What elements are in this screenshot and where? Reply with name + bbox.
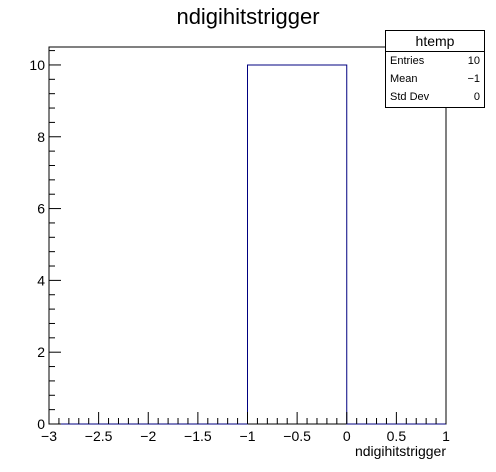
x-tick-label: −2	[140, 428, 156, 444]
y-tick-label: 6	[37, 201, 45, 217]
stats-value: 0	[473, 91, 480, 103]
x-tick-label: −3	[41, 428, 57, 444]
stats-row-entries: Entries 10	[386, 52, 484, 70]
stats-row-stddev: Std Dev 0	[386, 88, 484, 106]
histogram-outline	[49, 64, 446, 425]
stats-title: htemp	[386, 31, 484, 52]
x-axis-label: ndigihitstrigger	[355, 443, 446, 459]
stats-value: 10	[467, 55, 480, 67]
stats-row-mean: Mean −1	[386, 70, 484, 88]
y-tick-label: 8	[37, 129, 45, 145]
x-tick-label: 0.5	[387, 428, 407, 444]
stats-key: Mean	[390, 73, 418, 85]
chart-title: ndigihitstrigger	[176, 4, 320, 29]
x-tick-label: −1.5	[184, 428, 212, 444]
x-tick-label: −1	[240, 428, 256, 444]
stats-key: Entries	[390, 55, 425, 67]
stats-value: −1	[467, 73, 480, 85]
y-tick-label: 0	[37, 416, 45, 432]
y-tick-label: 2	[37, 344, 45, 360]
y-tick-label: 10	[29, 57, 45, 73]
histogram-bin	[248, 65, 347, 424]
x-tick-label: −0.5	[283, 428, 311, 444]
stats-box: htemp Entries 10 Mean −1 Std Dev 0	[385, 30, 485, 108]
x-tick-label: 1	[442, 428, 450, 444]
stats-key: Std Dev	[390, 91, 430, 103]
y-tick-label: 4	[37, 272, 45, 288]
x-tick-label: −2.5	[85, 428, 113, 444]
x-tick-label: 0	[343, 428, 351, 444]
